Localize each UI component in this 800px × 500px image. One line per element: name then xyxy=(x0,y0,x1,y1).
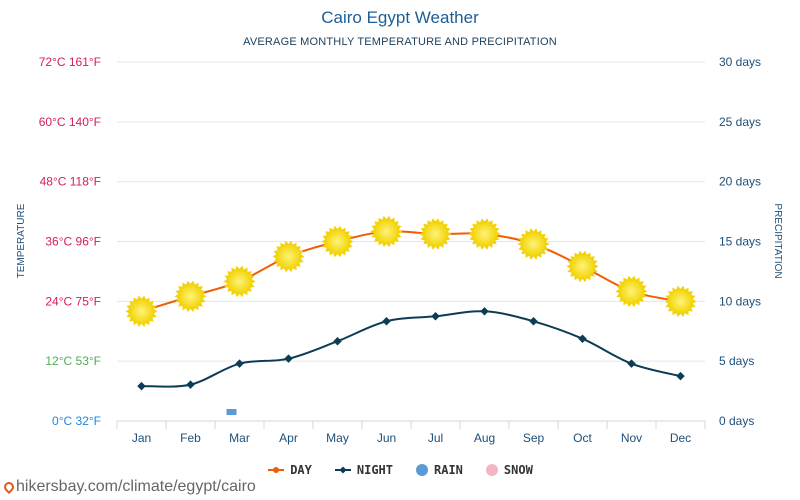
day-point-sun-icon xyxy=(615,275,648,308)
chart-subtitle: AVERAGE MONTHLY TEMPERATURE AND PRECIPIT… xyxy=(243,36,557,48)
right-tick-label: 25 days xyxy=(719,115,761,129)
sun-core xyxy=(669,289,692,313)
night-point xyxy=(186,380,195,389)
x-tick-label: Jun xyxy=(377,431,396,445)
legend-rain-dot-icon xyxy=(416,464,428,476)
x-tick-label: Apr xyxy=(279,431,298,445)
sun-core xyxy=(228,269,251,293)
day-point-sun-icon xyxy=(223,265,256,298)
rain-bar xyxy=(226,409,237,415)
night-point xyxy=(333,336,342,346)
day-point-sun-icon xyxy=(370,215,403,248)
left-tick-label: 0°C 32°F xyxy=(52,414,101,428)
x-tick-label: Oct xyxy=(573,431,592,445)
legend-label-day: DAY xyxy=(290,463,312,477)
day-point-sun-icon xyxy=(125,295,158,328)
legend-label-night: NIGHT xyxy=(356,463,393,477)
night-point xyxy=(137,381,146,391)
day-point-sun-icon xyxy=(566,250,599,283)
chart-legend: DAY NIGHT RAIN SNOW xyxy=(0,463,800,477)
sun-core xyxy=(277,244,300,268)
right-axis-title: PRECIPITATION xyxy=(772,203,783,278)
day-point-sun-icon xyxy=(419,218,452,250)
legend-snow-dot-icon xyxy=(485,464,498,476)
sun-core xyxy=(130,299,153,323)
day-point-sun-icon xyxy=(321,225,354,258)
sun-core xyxy=(179,284,202,308)
right-tick-label: 30 days xyxy=(719,55,761,69)
legend-item-night[interactable]: NIGHT xyxy=(334,463,393,477)
left-tick-label: 72°C 161°F xyxy=(39,55,101,69)
weather-chart: 0°C 32°F 12°C 53°F 24°C 75°F 36°C 96°F 48°C … xyxy=(16,55,783,445)
day-point-sun-icon xyxy=(664,285,697,318)
legend-label-snow: SNOW xyxy=(503,463,533,477)
legend-night-line-icon xyxy=(334,466,351,474)
x-tick-label: Feb xyxy=(180,431,201,445)
sun-core xyxy=(424,222,447,246)
legend-label-rain: RAIN xyxy=(434,463,463,477)
left-tick-label: 36°C 96°F xyxy=(45,235,101,249)
night-point xyxy=(480,307,489,316)
x-tick-label: Aug xyxy=(474,431,495,445)
night-point xyxy=(431,312,440,321)
night-point xyxy=(284,354,293,363)
source-text: hikersbay.com/climate/egypt/cairo xyxy=(16,478,256,495)
night-point xyxy=(235,359,244,368)
right-tick-label: 10 days xyxy=(719,294,761,308)
x-tick-label: Dec xyxy=(670,431,691,445)
left-tick-label: 48°C 118°F xyxy=(40,175,101,189)
night-point xyxy=(578,334,587,343)
legend-item-rain[interactable]: RAIN xyxy=(415,463,463,477)
right-tick-label: 15 days xyxy=(719,235,761,249)
right-tick-label: 0 days xyxy=(719,414,754,428)
x-tick-label: May xyxy=(326,431,349,445)
source-link[interactable]: hikersbay.com/climate/egypt/cairo xyxy=(1,478,256,496)
left-axis-title: TEMPERATURE xyxy=(16,203,27,278)
legend-item-day[interactable]: DAY xyxy=(267,463,312,477)
night-series-line xyxy=(141,310,681,388)
night-point xyxy=(676,371,685,381)
night-point xyxy=(529,317,538,326)
sun-core xyxy=(326,230,349,253)
x-tick-label: Mar xyxy=(229,431,250,445)
day-point-sun-icon xyxy=(174,280,207,313)
chart-title: Cairo Egypt Weather xyxy=(321,8,479,27)
day-point-sun-icon xyxy=(468,218,501,250)
day-series-line xyxy=(141,230,681,313)
x-tick-label: Jul xyxy=(428,431,443,445)
location-pin-icon xyxy=(1,479,17,495)
night-point xyxy=(627,359,636,368)
sun-core xyxy=(522,232,545,256)
sun-core xyxy=(473,222,496,246)
day-point-sun-icon xyxy=(517,228,550,260)
left-tick-label: 12°C 53°F xyxy=(45,354,101,368)
sun-core xyxy=(571,254,594,278)
legend-day-line-icon xyxy=(268,467,285,473)
x-tick-label: Jan xyxy=(132,431,151,445)
right-tick-label: 5 days xyxy=(719,354,754,368)
sun-core xyxy=(375,220,398,244)
left-tick-label: 60°C 140°F xyxy=(39,115,101,129)
day-point-sun-icon xyxy=(272,240,305,273)
legend-item-snow[interactable]: SNOW xyxy=(485,463,533,477)
night-point xyxy=(382,317,391,326)
sun-core xyxy=(620,279,643,303)
x-tick-label: Sep xyxy=(523,431,545,445)
x-tick-label: Nov xyxy=(621,431,642,445)
left-tick-label: 24°C 75°F xyxy=(45,294,101,308)
right-tick-label: 20 days xyxy=(719,175,761,189)
